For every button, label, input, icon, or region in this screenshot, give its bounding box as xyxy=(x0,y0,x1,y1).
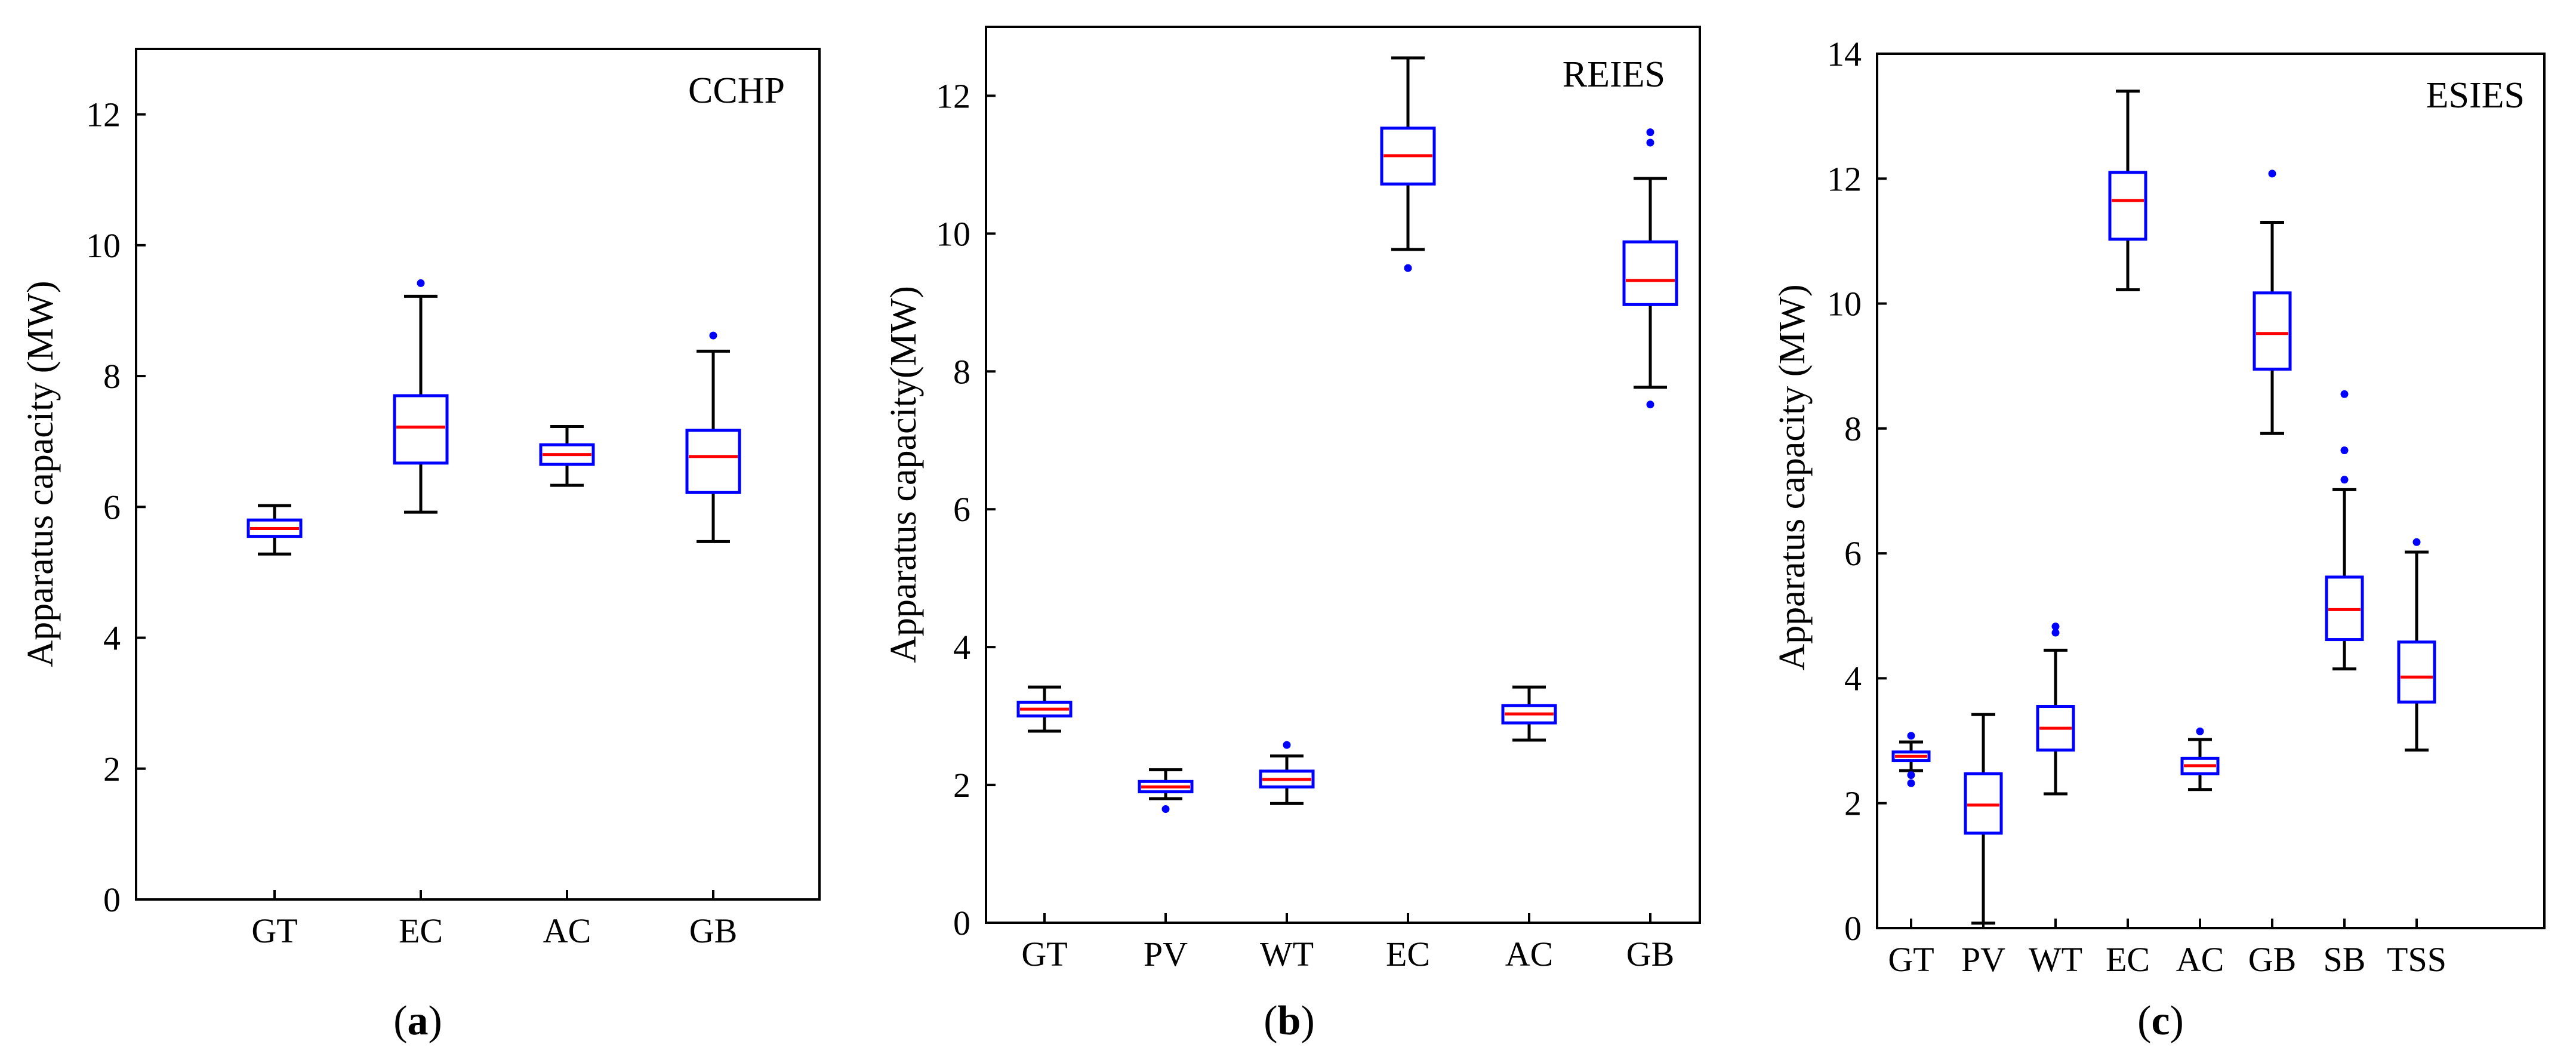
x-tick-label-ec: EC xyxy=(1386,935,1430,973)
x-tick-label-wt: WT xyxy=(2029,940,2082,979)
y-tick-label: 2 xyxy=(953,766,970,805)
x-tick-label-pv: PV xyxy=(1144,935,1188,973)
box-tss xyxy=(2397,640,2436,704)
outlier-point-pv xyxy=(1161,805,1170,813)
x-tick-label-gb: GB xyxy=(689,911,738,950)
y-tick-label: 0 xyxy=(1844,909,1862,948)
x-tick-label-gt: GT xyxy=(1021,935,1067,973)
y-tick-label: 2 xyxy=(103,750,121,788)
y-axis-title: Apparatus capacity (MW) xyxy=(1772,284,1813,670)
y-axis-title: Apparatus capacity (MW) xyxy=(20,281,61,667)
y-tick-label: 4 xyxy=(953,628,970,667)
x-tick-label-sb: SB xyxy=(2324,940,2366,979)
panel-title: CCHP xyxy=(688,70,785,111)
panel-c-esies: 0 2 4 6 8 10 12 14 Apparatus capacity (MW) ESIES G… xyxy=(1772,35,2546,1044)
y-tick-label: 8 xyxy=(103,357,121,396)
outlier-point-ec xyxy=(417,279,425,287)
y-tick-label: 10 xyxy=(936,214,970,253)
caption-letter: a xyxy=(408,998,429,1044)
outlier-point-gt xyxy=(1907,771,1915,779)
y-tick-label: 12 xyxy=(1827,159,1862,198)
caption-close-paren: ) xyxy=(1301,998,1314,1044)
outlier-point-wt xyxy=(2051,623,2060,631)
outlier-point-gt xyxy=(1907,779,1915,787)
y-tick-label: 12 xyxy=(936,76,970,115)
panel-title: REIES xyxy=(1563,54,1665,95)
outlier-point-sb xyxy=(2340,476,2349,484)
y-tick-label: 10 xyxy=(1827,285,1862,323)
y-tick-label: 4 xyxy=(1844,659,1862,698)
outlier-point-sb xyxy=(2340,446,2349,454)
x-tick-label-gb: GB xyxy=(2248,940,2297,979)
x-tick-label-tss: TSS xyxy=(2387,940,2446,979)
caption-letter: c xyxy=(2151,998,2170,1044)
panel-b-reies: 0 2 4 6 8 10 12 Apparatus capacity(MW) REIES GT PV… xyxy=(883,26,1701,1044)
y-tick-label: 12 xyxy=(86,95,121,134)
outlier-point-gb xyxy=(1646,128,1654,137)
y-tick-label: 10 xyxy=(86,226,121,265)
caption-open-paren: ( xyxy=(393,998,407,1044)
box-gb xyxy=(685,429,741,494)
plot-frame xyxy=(985,26,1701,924)
caption-letter: b xyxy=(1278,998,1301,1044)
caption-close-paren: ) xyxy=(429,998,442,1044)
outlier-point-sb xyxy=(2340,390,2349,398)
box-pv xyxy=(1964,772,2003,835)
y-tick-label: 8 xyxy=(1844,409,1862,448)
y-tick-label: 6 xyxy=(1844,534,1862,573)
x-tick-label-gt: GT xyxy=(1888,940,1934,979)
y-tick-label: 0 xyxy=(103,880,121,919)
y-tick-label: 4 xyxy=(103,619,121,658)
y-tick-label: 0 xyxy=(953,904,970,942)
panel-a-cchp: 0 2 4 6 8 10 12 Apparatus capacity (MW) CCHP GT EC… xyxy=(20,48,821,1044)
x-tick-label-ec: EC xyxy=(399,911,443,950)
x-tick-label-pv: PV xyxy=(1961,940,2005,979)
y-tick-label: 14 xyxy=(1827,35,1862,73)
box-gb xyxy=(2253,291,2292,371)
y-tick-label: 6 xyxy=(953,490,970,529)
outlier-point-wt xyxy=(2051,628,2060,637)
box-ec xyxy=(2108,171,2147,241)
x-tick-label-ac: AC xyxy=(2176,940,2224,979)
outlier-point-gb xyxy=(1646,400,1654,409)
box-ec xyxy=(393,394,449,465)
outlier-point-gb xyxy=(709,331,717,340)
outlier-point-wt xyxy=(1283,741,1291,749)
plot-frame xyxy=(1876,53,2546,929)
caption-open-paren: ( xyxy=(2137,998,2151,1044)
panel-caption-a: (a) xyxy=(393,998,442,1044)
panel-caption-b: (b) xyxy=(1264,998,1315,1044)
y-axis-title: Apparatus capacity(MW) xyxy=(883,286,924,663)
caption-open-paren: ( xyxy=(1264,998,1277,1044)
x-tick-label-gt: GT xyxy=(251,911,297,950)
caption-close-paren: ) xyxy=(2170,998,2184,1044)
x-tick-label-gb: GB xyxy=(1626,935,1675,973)
outlier-point-ac xyxy=(2196,727,2204,735)
panel-caption-c: (c) xyxy=(2137,998,2184,1044)
outlier-point-gb xyxy=(1646,138,1654,147)
x-tick-label-wt: WT xyxy=(1260,935,1314,973)
outlier-point-gt xyxy=(1907,732,1915,740)
y-tick-label: 8 xyxy=(953,352,970,391)
y-tick-label: 6 xyxy=(103,488,121,526)
x-tick-label-ec: EC xyxy=(2106,940,2150,979)
panel-title: ESIES xyxy=(2426,75,2525,116)
plot-frame xyxy=(135,48,821,901)
outlier-point-gb xyxy=(2268,170,2276,178)
outlier-point-tss xyxy=(2412,538,2421,546)
y-tick-label: 2 xyxy=(1844,784,1862,823)
x-tick-label-ac: AC xyxy=(543,911,591,950)
x-tick-label-ac: AC xyxy=(1505,935,1554,973)
outlier-point-ec xyxy=(1404,264,1412,272)
box-gb xyxy=(1622,240,1678,306)
